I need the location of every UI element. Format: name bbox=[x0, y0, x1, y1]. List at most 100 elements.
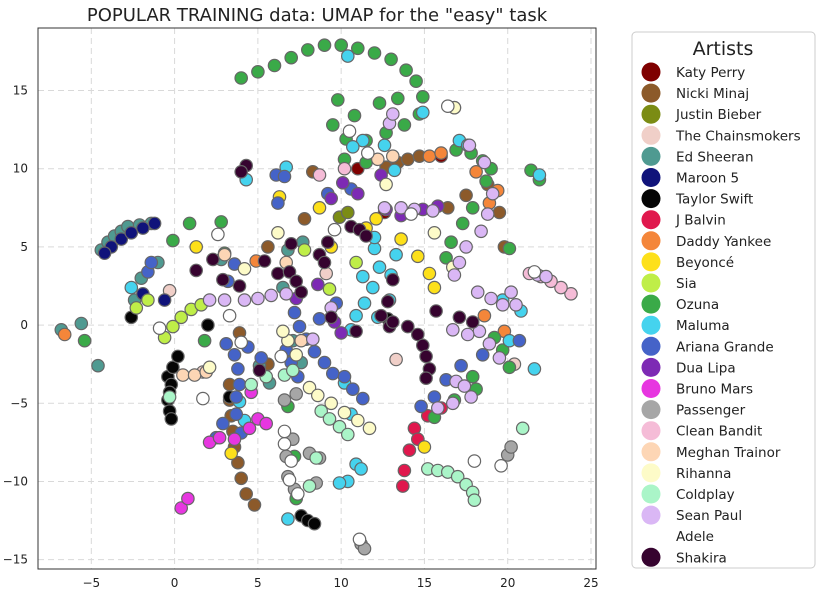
chart-title: POPULAR TRAINING data: UMAP for the "eas… bbox=[87, 5, 548, 26]
data-point bbox=[252, 363, 267, 378]
data-point bbox=[322, 412, 337, 426]
series-justin-bieber bbox=[332, 205, 355, 224]
plot-frame bbox=[37, 27, 597, 570]
data-point bbox=[257, 254, 272, 268]
data-point bbox=[372, 260, 387, 274]
data-point bbox=[124, 226, 139, 240]
legend-item: Maroon 5 bbox=[641, 168, 739, 187]
data-point bbox=[332, 476, 347, 490]
legend-item: Ozuna bbox=[641, 294, 719, 314]
data-point bbox=[322, 282, 337, 296]
legend-item: Clean Bandit bbox=[641, 421, 762, 441]
legend-label: Maluma bbox=[676, 318, 730, 334]
data-point bbox=[197, 333, 212, 348]
data-point bbox=[389, 247, 403, 262]
data-point bbox=[309, 451, 323, 465]
data-point bbox=[474, 224, 488, 239]
data-point bbox=[324, 191, 338, 206]
data-point bbox=[174, 501, 188, 515]
data-point bbox=[332, 419, 347, 434]
data-point bbox=[334, 326, 348, 340]
legend-item: Dua Lipa bbox=[641, 357, 736, 377]
legend-label: Coldplay bbox=[676, 487, 735, 503]
data-point bbox=[395, 479, 410, 493]
legend-item: Shakira bbox=[641, 547, 727, 567]
y-tick-label: −10 bbox=[3, 474, 28, 488]
data-point bbox=[509, 297, 523, 312]
data-point bbox=[227, 432, 242, 446]
data-point bbox=[189, 263, 203, 278]
data-point bbox=[282, 265, 297, 279]
legend-marker bbox=[641, 125, 661, 145]
data-point bbox=[284, 50, 298, 65]
data-point bbox=[176, 368, 190, 382]
data-point bbox=[282, 473, 297, 487]
data-point bbox=[206, 252, 220, 267]
data-point bbox=[479, 174, 493, 188]
data-point bbox=[350, 186, 365, 201]
legend-item: Katy Perry bbox=[641, 62, 745, 82]
data-point bbox=[394, 201, 408, 215]
data-point bbox=[355, 391, 370, 406]
legend-item: Coldplay bbox=[641, 484, 735, 504]
y-tick-label: 10 bbox=[13, 162, 28, 176]
data-point bbox=[284, 454, 298, 468]
data-point bbox=[350, 41, 365, 56]
data-point bbox=[512, 333, 527, 348]
data-point bbox=[465, 201, 480, 215]
legend-label: Clean Bandit bbox=[676, 424, 762, 440]
data-point bbox=[174, 310, 188, 325]
data-point bbox=[532, 168, 547, 182]
legend-marker bbox=[641, 463, 661, 483]
legend-marker bbox=[641, 273, 661, 293]
data-point bbox=[325, 366, 340, 381]
data-point bbox=[234, 335, 248, 350]
data-point bbox=[222, 308, 237, 323]
data-point bbox=[379, 177, 393, 192]
legend-marker bbox=[641, 442, 661, 462]
data-point bbox=[452, 255, 467, 270]
data-point bbox=[314, 404, 328, 418]
data-point bbox=[319, 266, 333, 281]
data-point bbox=[502, 360, 517, 375]
data-point bbox=[324, 396, 338, 411]
data-point bbox=[362, 421, 377, 436]
data-point bbox=[317, 38, 332, 52]
data-point bbox=[232, 377, 247, 392]
data-point bbox=[114, 232, 129, 246]
data-point bbox=[231, 455, 245, 470]
data-point bbox=[480, 207, 495, 221]
data-point bbox=[459, 240, 473, 254]
data-point bbox=[232, 279, 247, 293]
legend-label: Justin Bieber bbox=[675, 107, 762, 123]
legend-label: Passenger bbox=[676, 403, 746, 419]
legend-item: Ed Sheeran bbox=[641, 146, 754, 166]
data-point bbox=[337, 161, 352, 176]
legend-marker bbox=[641, 104, 661, 124]
data-point bbox=[129, 301, 144, 315]
data-point bbox=[340, 427, 355, 442]
data-point bbox=[312, 201, 327, 215]
data-point bbox=[277, 169, 292, 184]
series-adele bbox=[152, 99, 542, 547]
data-point bbox=[385, 107, 400, 121]
x-tick-label: 5 bbox=[254, 576, 262, 590]
data-point bbox=[290, 487, 305, 501]
data-point bbox=[417, 440, 432, 454]
data-point bbox=[162, 390, 177, 404]
legend-marker bbox=[641, 547, 661, 567]
data-point bbox=[251, 291, 265, 306]
legend-label: Bruno Mars bbox=[676, 382, 753, 398]
data-point bbox=[277, 437, 292, 451]
data-point bbox=[310, 277, 325, 292]
data-point bbox=[440, 99, 455, 113]
series-coldplay bbox=[162, 363, 530, 507]
data-point bbox=[147, 216, 162, 231]
axes: −5 0 5 10 15 20 25 −15 −10 −5 0 5 10 15 bbox=[3, 84, 599, 590]
data-point bbox=[234, 165, 248, 179]
data-point bbox=[377, 138, 392, 153]
data-point bbox=[399, 63, 413, 77]
data-point bbox=[447, 268, 462, 282]
data-point bbox=[477, 155, 492, 170]
data-point bbox=[467, 454, 482, 468]
